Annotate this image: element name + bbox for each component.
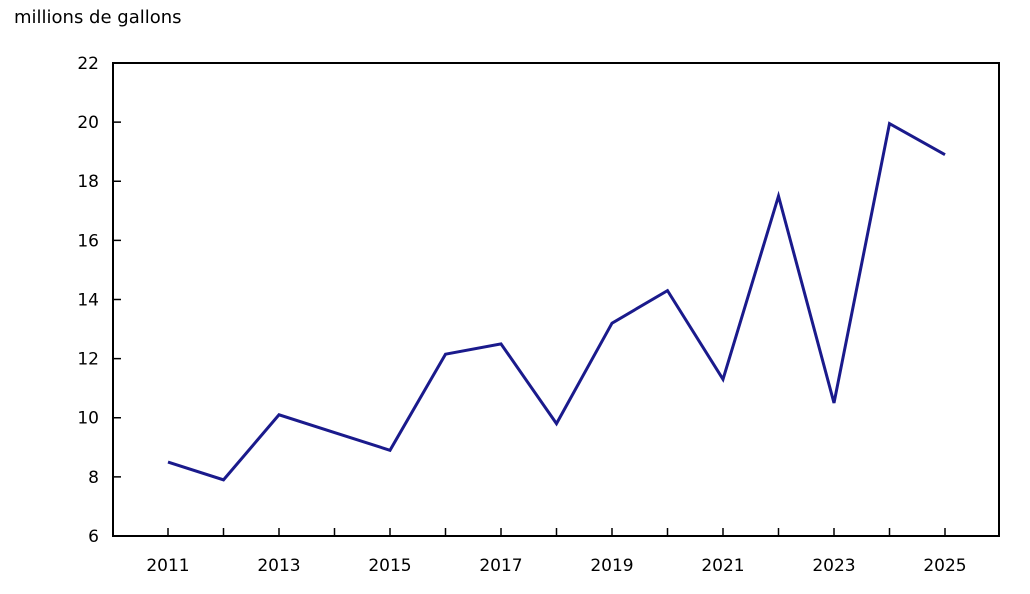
x-axis-label: 2017 — [479, 556, 522, 576]
chart-title: millions de gallons — [14, 7, 182, 28]
y-axis-label: 12 — [77, 350, 99, 370]
y-axis-label: 18 — [77, 172, 99, 192]
y-axis-label: 22 — [77, 54, 99, 74]
y-axis-label: 6 — [88, 527, 99, 547]
y-axis-label: 10 — [77, 409, 99, 429]
x-axis-label: 2023 — [812, 556, 855, 576]
x-axis-label: 2021 — [701, 556, 744, 576]
x-axis-label: 2013 — [257, 556, 300, 576]
x-axis-label: 2015 — [368, 556, 411, 576]
y-axis-label: 8 — [88, 468, 99, 488]
x-axis-label: 2025 — [923, 556, 966, 576]
x-axis-label: 2011 — [146, 556, 189, 576]
y-axis-label: 16 — [77, 231, 99, 251]
x-axis-label: 2019 — [590, 556, 633, 576]
data-line — [167, 121, 946, 482]
y-axis-label: 20 — [77, 113, 99, 133]
plot-frame — [112, 62, 1000, 537]
y-axis-label: 14 — [77, 290, 99, 310]
